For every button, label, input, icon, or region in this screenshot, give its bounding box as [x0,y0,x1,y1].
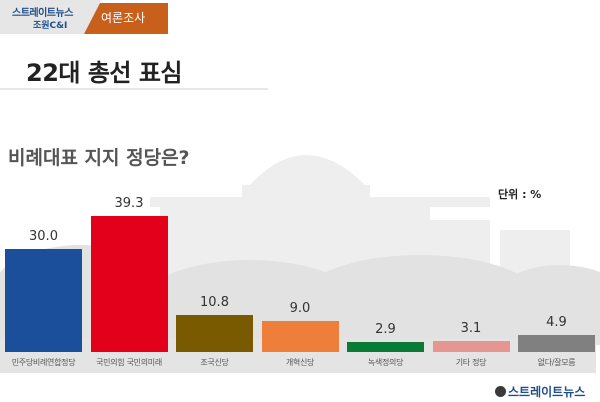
category-label: 녹색정의당 [367,358,404,367]
category-label: 기타 정당 [455,358,487,367]
brand-name: 스트레이트뉴스 [12,8,73,19]
category-label: 민주당비례연합정당 [11,358,76,367]
bar [518,335,595,352]
bar-value: 10.8 [200,294,229,310]
footer-logo-text: 스트레이트뉴스 [508,385,586,399]
bar-value: 30.0 [29,228,58,244]
bar [5,248,82,352]
category-label: 국민의힘 국민의미래 [96,358,162,367]
section-tab [84,3,168,34]
section-tab-label: 여론조사 [101,11,146,25]
unit-label: 단위 : % [498,188,542,201]
bar-value: 2.9 [375,321,396,337]
category-label: 개혁신당 [285,358,315,367]
page-title: 22대 총선 표심 [26,59,183,87]
chart-question: 비례대표 지지 정당은? [8,147,190,169]
category-label: 없다/잘모름 [537,358,576,367]
bar [432,341,510,352]
bar [261,320,339,352]
footer-logo: 스트레이트뉴스 [495,383,585,400]
bar [347,341,424,352]
category-label: 조국신당 [200,358,229,367]
logo-icon [495,386,506,397]
bar-value: 4.9 [546,315,567,331]
bar-value: 39.3 [114,196,144,212]
bar-value: 9.0 [289,300,311,316]
bar [90,216,168,352]
assembly-building-background [0,155,600,345]
bar-value: 3.1 [460,321,482,337]
title-divider [0,88,268,90]
brand-partner: 조원C&I [33,21,68,31]
brand-header [0,0,100,34]
bar [176,314,253,352]
